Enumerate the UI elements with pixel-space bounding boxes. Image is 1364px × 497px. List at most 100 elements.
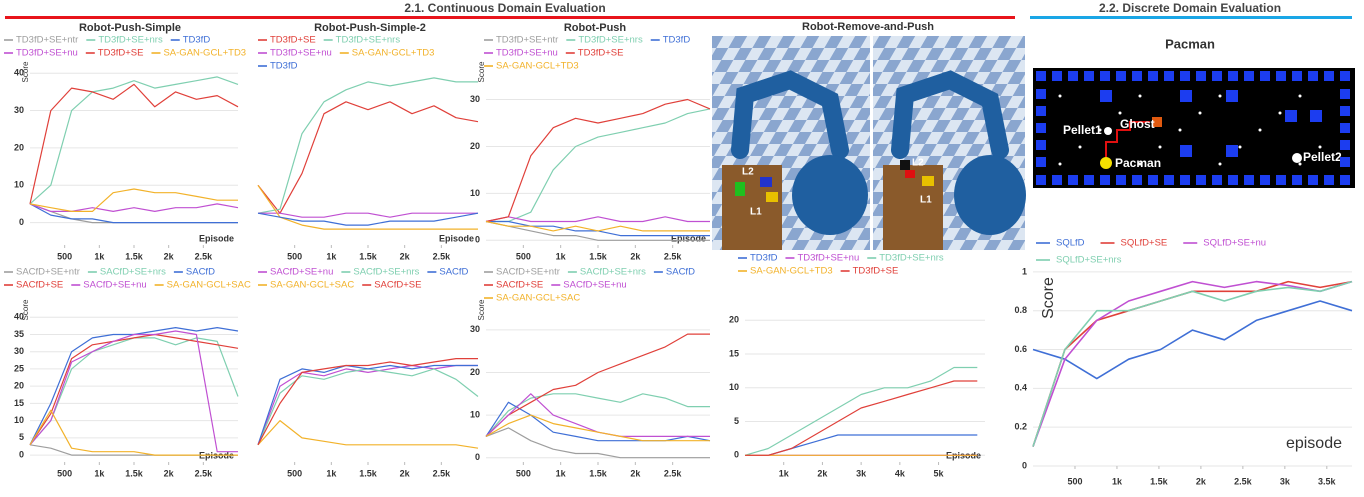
- x-tick-label: 1.5k: [359, 468, 378, 478]
- y-tick-label: 15: [14, 398, 24, 408]
- y-tick-label: 25: [14, 363, 24, 373]
- maze-wall: [1116, 175, 1126, 185]
- legend-label: SACfD+SE: [374, 280, 421, 291]
- x-tick-label: 2k: [400, 468, 411, 478]
- legend-entry: SACfD+SE: [4, 280, 63, 291]
- maze-dot: [1319, 146, 1322, 149]
- y-tick-label: 0.4: [1014, 383, 1027, 393]
- legend-label: TD3fD+SE+nu: [270, 48, 332, 59]
- y-axis-label: Score: [1040, 277, 1057, 319]
- legend-label: SACfD+SE: [16, 280, 63, 291]
- y-tick-label: 0: [475, 235, 480, 245]
- legend-label: SACfD: [666, 267, 695, 278]
- image-label: Pellet2: [1303, 150, 1342, 164]
- page: {"headings":["2.1. Continuous Domain Eva…: [0, 0, 1364, 497]
- legend-entry: SACfD+SE+nu: [71, 280, 146, 291]
- maze-wall: [1285, 110, 1297, 122]
- maze-dot: [1219, 95, 1222, 98]
- legend-label: TD3fD+SE+nrs: [336, 35, 401, 46]
- maze-dot: [1239, 146, 1242, 149]
- image-label: L1: [750, 207, 762, 218]
- legend-entry: SA-GAN-GCL+SAC: [258, 280, 354, 291]
- x-tick-label: 2k: [817, 468, 828, 478]
- y-axis-label: Score: [21, 61, 30, 82]
- series-line: [258, 369, 478, 445]
- legend-entry: SQLfD: [1036, 238, 1085, 249]
- maze-wall: [1036, 123, 1046, 133]
- legend-label: TD3fD+SE+ntr: [496, 35, 558, 46]
- maze-wall: [1052, 71, 1062, 81]
- legend-label: SACfD: [186, 267, 215, 278]
- maze-wall: [1180, 175, 1190, 185]
- maze-wall: [1196, 71, 1206, 81]
- legend-entry: TD3fD+SE+nrs: [566, 35, 643, 46]
- legend-label: SACfD+SE+nu: [83, 280, 146, 291]
- x-tick-label: 500: [516, 468, 531, 478]
- x-tick-label: 5k: [934, 468, 945, 478]
- y-tick-label: 20: [470, 141, 480, 151]
- maze-wall: [1310, 110, 1322, 122]
- maze-wall: [1100, 90, 1112, 102]
- maze-wall: [1164, 175, 1174, 185]
- y-axis-label: Score: [477, 61, 486, 82]
- x-tick-label: 1.5k: [589, 251, 608, 261]
- y-tick-label: 0: [19, 217, 24, 227]
- legend-entry: TD3fD+SE+ntr: [4, 35, 78, 46]
- legend-entry: SACfD+SE+ntr: [4, 267, 80, 278]
- y-tick-label: 10: [470, 409, 480, 419]
- series-line: [258, 366, 478, 445]
- heading: 2.2. Discrete Domain Evaluation: [1099, 1, 1281, 15]
- x-tick-label: 1k: [326, 251, 337, 261]
- maze-wall: [1260, 71, 1270, 81]
- series-line: [30, 410, 238, 455]
- x-tick-label: 2k: [400, 251, 411, 261]
- legend-entry: TD3fD: [651, 35, 691, 46]
- maze-dot: [1139, 95, 1142, 98]
- legend-label: SACfD+SE+nrs: [580, 267, 646, 278]
- maze-wall: [1276, 71, 1286, 81]
- figure: 2.1. Continuous Domain Evaluation 2.2. D…: [0, 0, 1364, 497]
- maze-wall: [1036, 71, 1046, 81]
- maze-wall: [1292, 71, 1302, 81]
- maze-dot: [1299, 163, 1302, 166]
- legend-entry: TD3fD+SE: [86, 48, 144, 59]
- legend-label: SQLfD+SE+nu: [1203, 238, 1266, 249]
- series-line: [745, 368, 977, 456]
- legend-label: TD3fD+SE+nrs: [98, 35, 163, 46]
- legend-label: SA-GAN-GCL+SAC: [270, 280, 354, 291]
- legend-label: SA-GAN-GCL+TD3: [496, 61, 579, 72]
- heading-bar: [1030, 16, 1352, 19]
- legend-entry: SACfD+SE+nrs: [88, 267, 166, 278]
- x-tick-label: 2.5k: [664, 468, 683, 478]
- legend-label: TD3fD+SE+nrs: [578, 35, 643, 46]
- legend-label: TD3fD: [270, 61, 298, 72]
- y-tick-label: 0: [734, 450, 739, 460]
- maze-wall: [1340, 106, 1350, 116]
- chart-title: Robot-Push-Simple: [79, 22, 181, 34]
- legend-label: SQLfD: [1056, 238, 1085, 249]
- legend-label: SACfD+SE+ntr: [496, 267, 560, 278]
- maze-wall: [1116, 71, 1126, 81]
- maze-dot: [1059, 95, 1062, 98]
- legend-label: SQLfD+SE: [1121, 238, 1168, 249]
- image-title: Robot-Remove-and-Push: [802, 21, 934, 33]
- x-tick-label: 1.5k: [1150, 476, 1169, 486]
- legend-entry: TD3fD: [738, 253, 778, 264]
- maze-dot: [1219, 163, 1222, 166]
- chart-title: Robot-Push: [564, 22, 627, 34]
- image-label: Ghost: [1120, 117, 1155, 131]
- legend-entry: SA-GAN-GCL+SAC: [155, 280, 251, 291]
- x-tick-label: 500: [1067, 476, 1082, 486]
- x-axis-label: Episode: [439, 233, 474, 243]
- x-tick-label: 4k: [895, 468, 906, 478]
- x-tick-label: 1.5k: [359, 251, 378, 261]
- maze-dot: [1059, 163, 1062, 166]
- heading-bar: [5, 16, 1015, 19]
- legend-entry: TD3fD+SE+nu: [484, 48, 558, 59]
- legend-entry: TD3fD: [171, 35, 211, 46]
- legend-label: TD3fD+SE+nrs: [879, 253, 944, 264]
- maze-wall: [1226, 90, 1238, 102]
- x-tick-label: 1k: [94, 468, 105, 478]
- maze-wall: [1036, 106, 1046, 116]
- y-tick-label: 20: [470, 367, 480, 377]
